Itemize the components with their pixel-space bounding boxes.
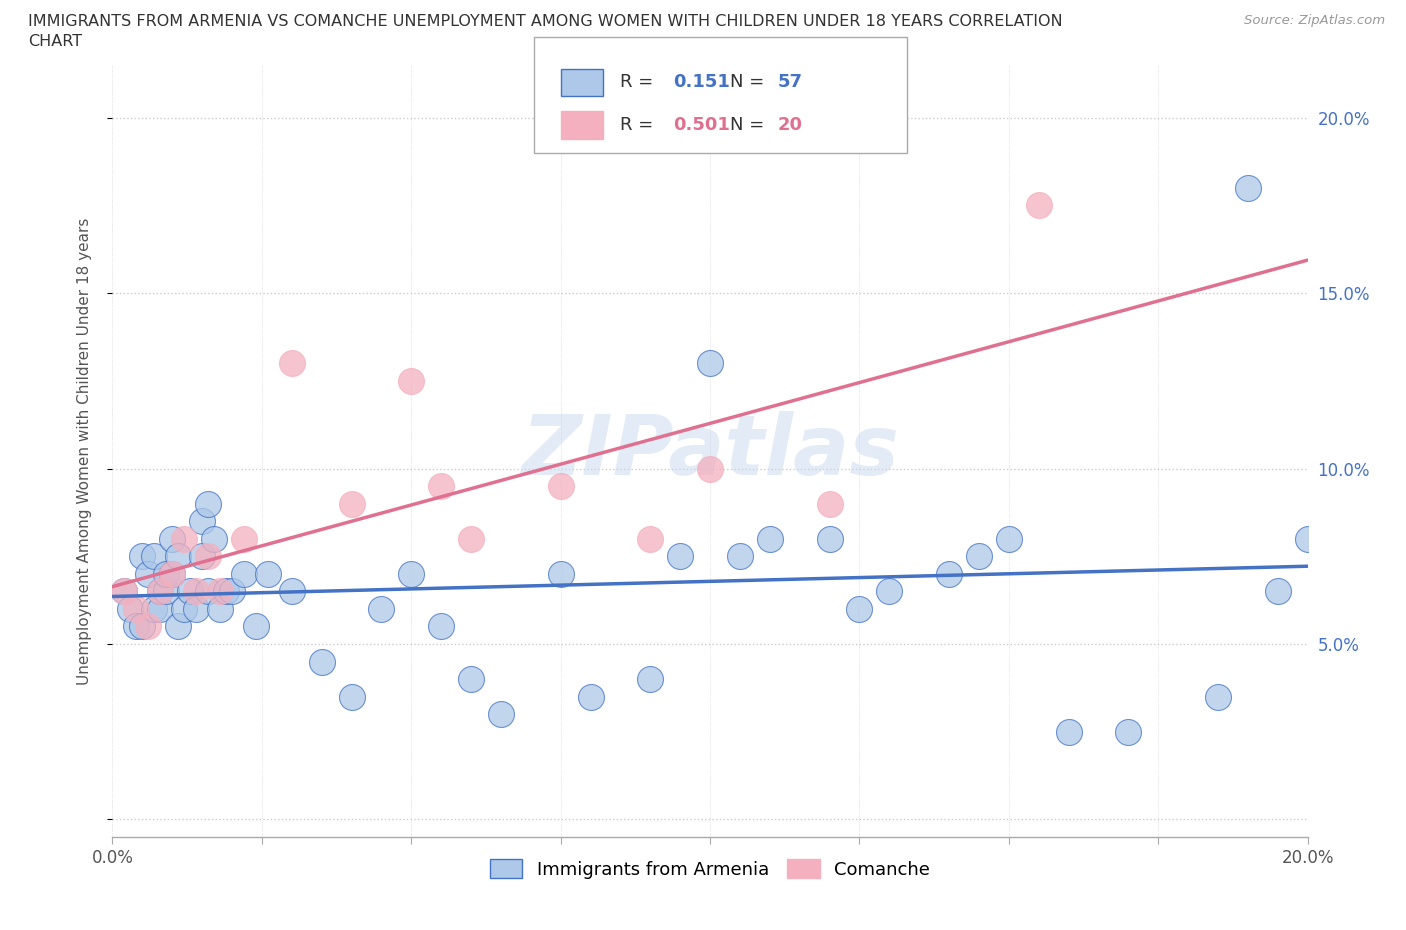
Point <box>759 531 782 546</box>
Legend: Immigrants from Armenia, Comanche: Immigrants from Armenia, Comanche <box>482 852 938 886</box>
Point <box>167 549 190 564</box>
Point <box>155 566 177 581</box>
Point <box>1237 180 1260 195</box>
Text: N =: N = <box>730 116 769 134</box>
Point <box>162 566 183 581</box>
Point <box>138 619 160 634</box>
Point <box>125 619 148 634</box>
Point <box>114 584 135 599</box>
Point <box>699 356 721 371</box>
Y-axis label: Unemployment Among Women with Children Under 18 years: Unemployment Among Women with Children U… <box>77 218 91 684</box>
Point <box>340 689 363 704</box>
Point <box>489 707 512 722</box>
Point <box>197 549 219 564</box>
Point <box>728 549 751 564</box>
Point <box>233 566 256 581</box>
Point <box>191 513 214 528</box>
Point <box>131 619 153 634</box>
Text: R =: R = <box>620 73 659 91</box>
Text: 57: 57 <box>778 73 803 91</box>
Point <box>179 584 201 599</box>
Point <box>938 566 960 581</box>
Point <box>640 531 662 546</box>
Point <box>1028 198 1050 213</box>
Point <box>579 689 602 704</box>
Point <box>550 479 572 494</box>
Text: 0.501: 0.501 <box>673 116 730 134</box>
Point <box>186 584 208 599</box>
Point <box>257 566 280 581</box>
Point <box>1296 531 1319 546</box>
Point <box>173 531 195 546</box>
Point <box>879 584 901 599</box>
Point <box>149 584 172 599</box>
Point <box>209 602 232 617</box>
Text: R =: R = <box>620 116 659 134</box>
Point <box>818 497 841 512</box>
Point <box>848 602 870 617</box>
Point <box>162 531 183 546</box>
Point <box>460 671 482 686</box>
Point <box>245 619 267 634</box>
Point <box>430 479 453 494</box>
Point <box>149 602 172 617</box>
Point <box>120 602 142 617</box>
Text: 20: 20 <box>778 116 803 134</box>
Point <box>155 584 177 599</box>
Point <box>1206 689 1229 704</box>
Point <box>162 566 183 581</box>
Point <box>1267 584 1289 599</box>
Point <box>138 566 160 581</box>
Point <box>818 531 841 546</box>
Point <box>281 356 304 371</box>
Point <box>131 549 153 564</box>
Point <box>460 531 482 546</box>
Point <box>125 602 148 617</box>
Point <box>209 584 232 599</box>
Point <box>221 584 243 599</box>
Text: IMMIGRANTS FROM ARMENIA VS COMANCHE UNEMPLOYMENT AMONG WOMEN WITH CHILDREN UNDER: IMMIGRANTS FROM ARMENIA VS COMANCHE UNEM… <box>28 14 1063 29</box>
Point <box>1118 724 1140 739</box>
Text: ZIPatlas: ZIPatlas <box>522 410 898 492</box>
Point <box>202 531 225 546</box>
Point <box>186 602 208 617</box>
Point <box>167 619 190 634</box>
Point <box>233 531 256 546</box>
Text: 0.151: 0.151 <box>673 73 730 91</box>
Point <box>281 584 304 599</box>
Point <box>173 602 195 617</box>
Point <box>215 584 238 599</box>
Point <box>191 549 214 564</box>
Point <box>370 602 392 617</box>
Point <box>998 531 1021 546</box>
Point <box>669 549 692 564</box>
Point <box>699 461 721 476</box>
Point <box>430 619 453 634</box>
Point <box>143 549 166 564</box>
Point <box>197 584 219 599</box>
Point <box>401 374 423 389</box>
Point <box>311 654 333 669</box>
Text: CHART: CHART <box>28 34 82 49</box>
Point <box>149 584 172 599</box>
Point <box>340 497 363 512</box>
Point <box>1057 724 1080 739</box>
Point <box>550 566 572 581</box>
Point <box>143 602 166 617</box>
Text: Source: ZipAtlas.com: Source: ZipAtlas.com <box>1244 14 1385 27</box>
Point <box>401 566 423 581</box>
Point <box>197 497 219 512</box>
Point <box>640 671 662 686</box>
Point <box>967 549 990 564</box>
Text: N =: N = <box>730 73 769 91</box>
Point <box>114 584 135 599</box>
